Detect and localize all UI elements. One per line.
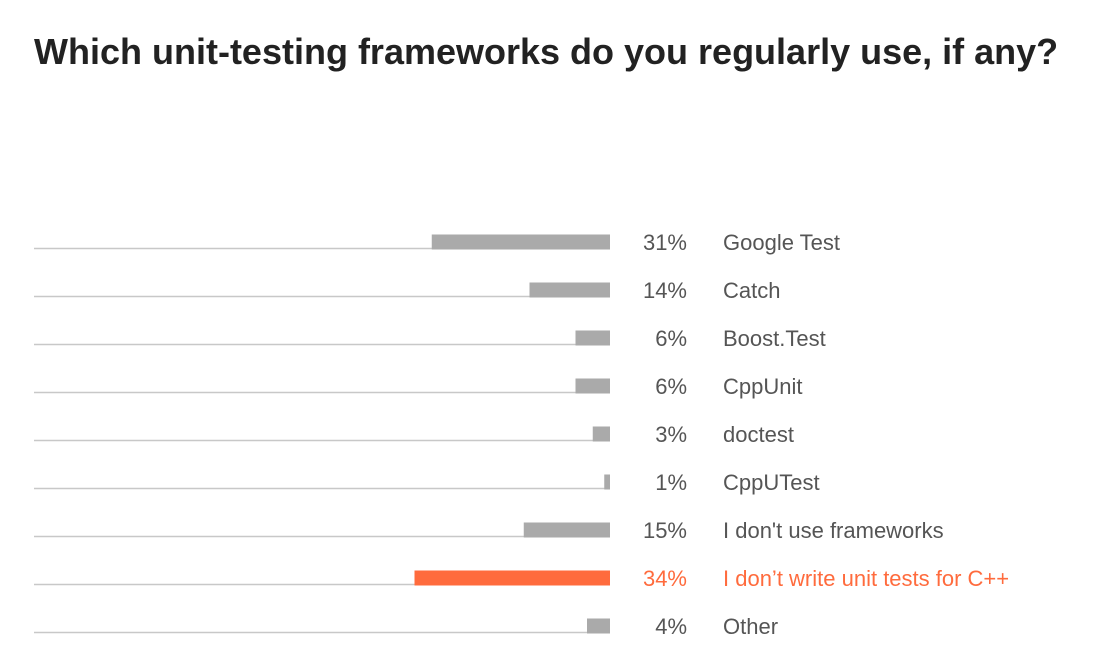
bar bbox=[592, 426, 610, 442]
bar bbox=[575, 330, 610, 346]
bar-row-cpputest: 1% CppUTest bbox=[34, 470, 820, 495]
value-label: 4% bbox=[655, 614, 687, 639]
bar bbox=[431, 234, 610, 250]
category-label: Google Test bbox=[723, 230, 840, 255]
bar-row-cppunit: 6% CppUnit bbox=[34, 374, 802, 399]
value-label: 6% bbox=[655, 326, 687, 351]
category-label: doctest bbox=[723, 422, 794, 447]
bar bbox=[529, 282, 610, 298]
bar bbox=[575, 378, 610, 394]
bar-row-other: 4% Other bbox=[34, 614, 778, 639]
value-label: 31% bbox=[643, 230, 687, 255]
bar-row-catch: 14% Catch bbox=[34, 278, 780, 303]
category-label: CppUnit bbox=[723, 374, 802, 399]
value-label: 6% bbox=[655, 374, 687, 399]
category-label: Catch bbox=[723, 278, 780, 303]
bar-row-doctest: 3% doctest bbox=[34, 422, 794, 447]
bar-row-google-test: 31% Google Test bbox=[34, 230, 840, 255]
chart-title: Which unit-testing frameworks do you reg… bbox=[34, 31, 1059, 72]
bar bbox=[523, 522, 610, 538]
bar bbox=[587, 618, 610, 634]
category-label: I don't use frameworks bbox=[723, 518, 944, 543]
value-label: 14% bbox=[643, 278, 687, 303]
category-label: I don’t write unit tests for C++ bbox=[723, 566, 1009, 591]
bar-row-i-don-t-write-unit-tests-for-c: 34% I don’t write unit tests for C++ bbox=[34, 566, 1009, 591]
category-label: Boost.Test bbox=[723, 326, 826, 351]
value-label: 1% bbox=[655, 470, 687, 495]
bar-row-i-don-t-use-frameworks: 15% I don't use frameworks bbox=[34, 518, 944, 543]
bar bbox=[604, 474, 610, 490]
bar bbox=[414, 570, 610, 586]
category-label: Other bbox=[723, 614, 778, 639]
value-label: 3% bbox=[655, 422, 687, 447]
bar-row-boost-test: 6% Boost.Test bbox=[34, 326, 826, 351]
value-label: 15% bbox=[643, 518, 687, 543]
category-label: CppUTest bbox=[723, 470, 820, 495]
value-label: 34% bbox=[643, 566, 687, 591]
